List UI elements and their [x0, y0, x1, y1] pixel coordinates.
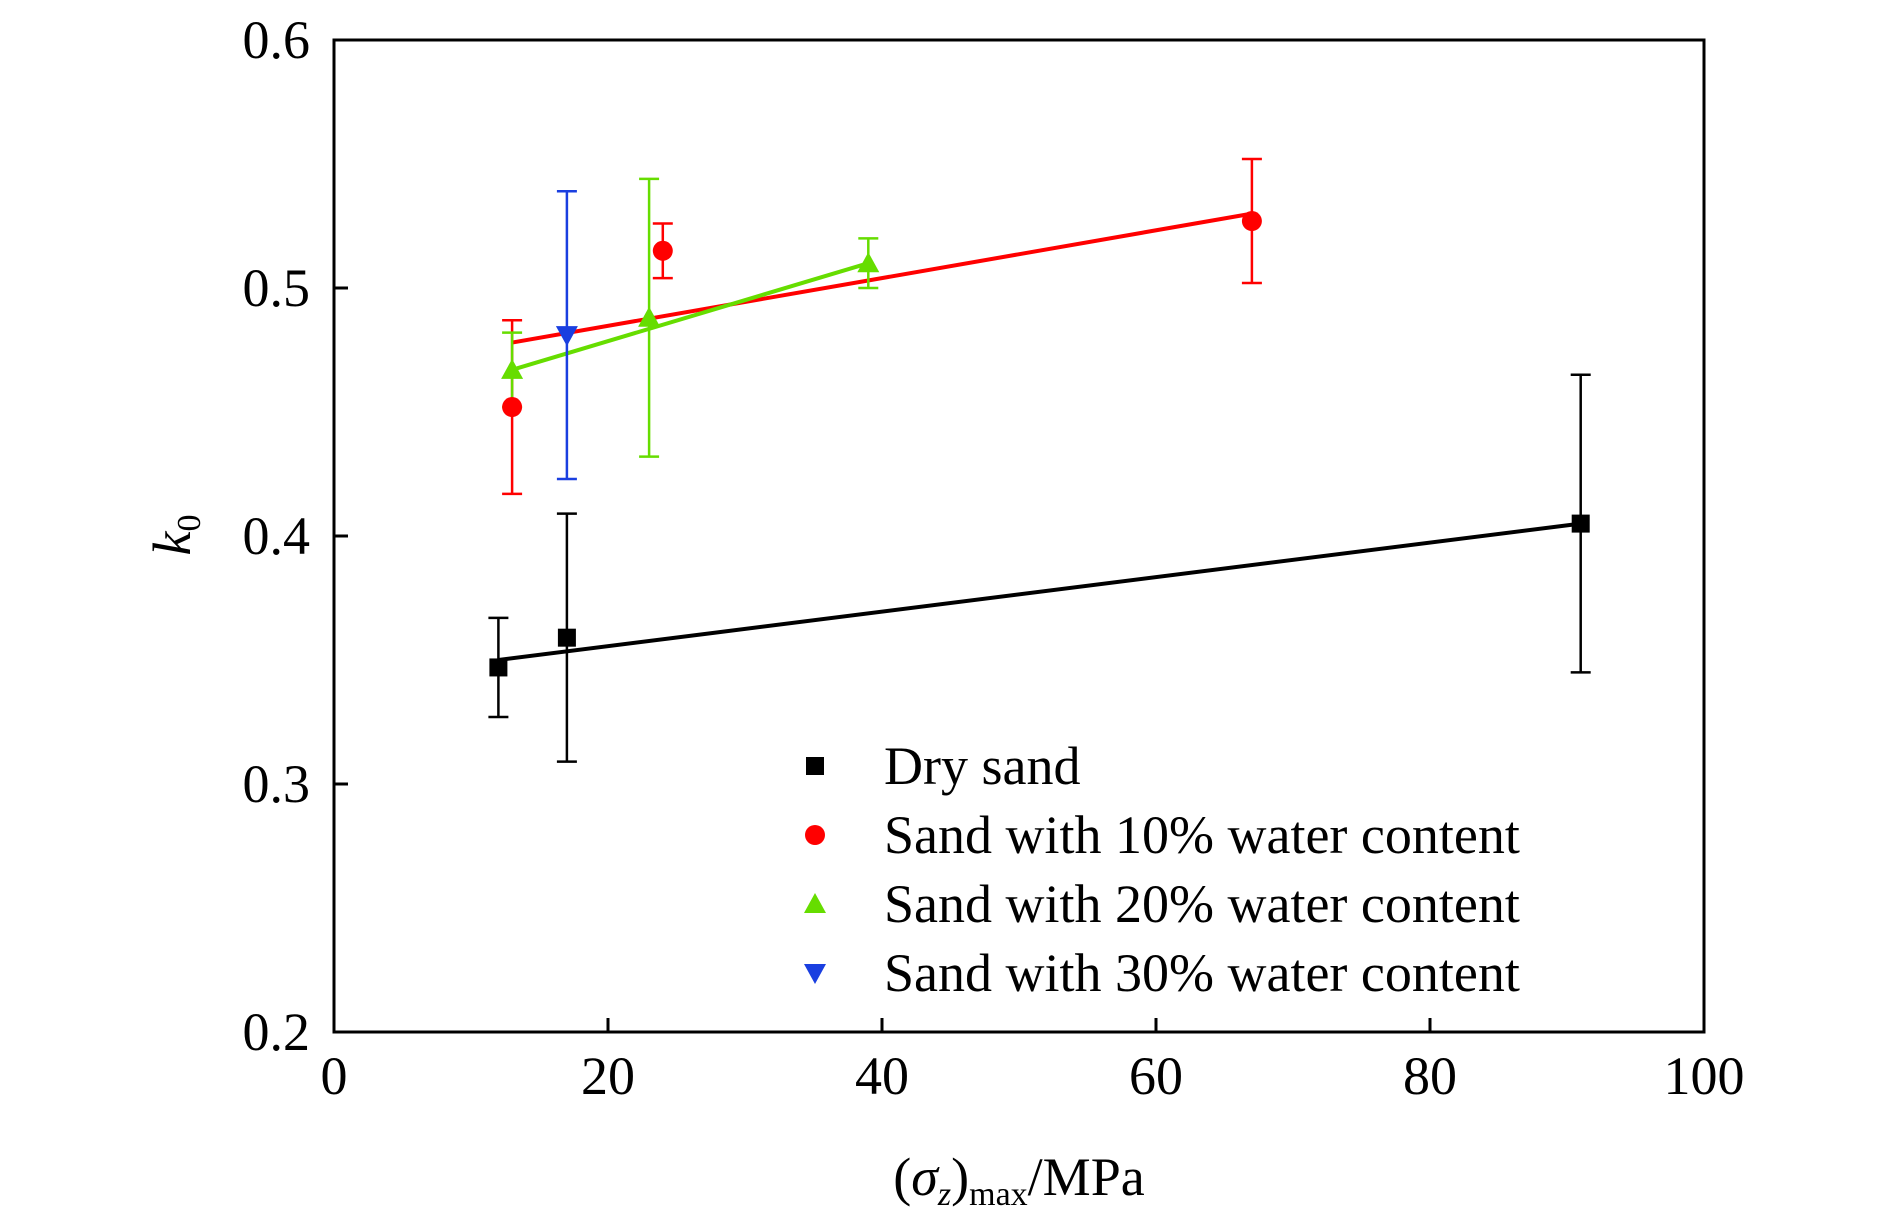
data-point	[501, 358, 524, 379]
x-axis-label: (σz)max/MPa	[893, 1147, 1144, 1213]
legend-item: Sand with 20% water content	[804, 874, 1520, 934]
legend-label: Sand with 10% water content	[884, 805, 1520, 865]
legend-label: Sand with 20% water content	[884, 874, 1520, 934]
x-tick-label: 60	[1129, 1046, 1183, 1106]
x-label-sub-max: max	[969, 1176, 1028, 1213]
y-tick-label: 0.4	[243, 506, 311, 566]
fit-line-series-2	[511, 261, 869, 372]
legend-item: Sand with 10% water content	[805, 805, 1520, 865]
fit-lines	[498, 211, 1581, 662]
y-tick-label: 0.3	[243, 754, 311, 814]
data-point	[502, 397, 523, 418]
x-tick-label: 0	[321, 1046, 348, 1106]
x-tick-label: 40	[855, 1046, 909, 1106]
y-tick-label: 0.2	[243, 1002, 311, 1062]
y-label-k: k	[142, 530, 202, 555]
legend-item: Sand with 30% water content	[804, 943, 1520, 1003]
x-tick-label: 20	[581, 1046, 635, 1106]
legend-marker	[806, 757, 824, 775]
legend-marker	[804, 893, 826, 913]
data-point	[857, 252, 880, 273]
x-label-unit: /MPa	[1028, 1147, 1145, 1207]
y-axis-ticks: 0.2 0.3 0.4 0.5 0.6	[243, 10, 348, 1062]
data-points	[489, 211, 1590, 677]
y-tick-label: 0.6	[243, 10, 311, 70]
data-point	[1571, 514, 1590, 533]
x-label-sigma: σ	[911, 1147, 940, 1207]
legend-label: Sand with 30% water content	[884, 943, 1520, 1003]
fit-line-series-0	[498, 521, 1581, 662]
y-axis-label: k0	[142, 515, 208, 556]
x-label-open: (	[893, 1147, 911, 1207]
legend-item: Dry sand	[806, 736, 1080, 796]
y-tick-label: 0.5	[243, 258, 311, 318]
x-axis-ticks: 0 20 40 60 80 100	[321, 1018, 1745, 1106]
x-tick-label: 80	[1403, 1046, 1457, 1106]
legend-marker	[805, 825, 825, 845]
x-label-sub-z: z	[937, 1176, 951, 1213]
fit-line-series-1	[511, 211, 1253, 345]
data-point	[652, 240, 673, 261]
data-point	[638, 306, 661, 327]
data-point	[555, 326, 578, 347]
legend: Dry sand Sand with 10% water content Sand …	[804, 736, 1520, 1003]
data-point	[1241, 211, 1262, 232]
x-tick-label: 100	[1664, 1046, 1745, 1106]
y-label-sub: 0	[171, 515, 208, 532]
x-label-close: )	[951, 1147, 969, 1207]
data-point	[489, 658, 508, 677]
legend-marker	[804, 964, 826, 984]
data-point	[557, 628, 576, 647]
legend-label: Dry sand	[884, 736, 1080, 796]
